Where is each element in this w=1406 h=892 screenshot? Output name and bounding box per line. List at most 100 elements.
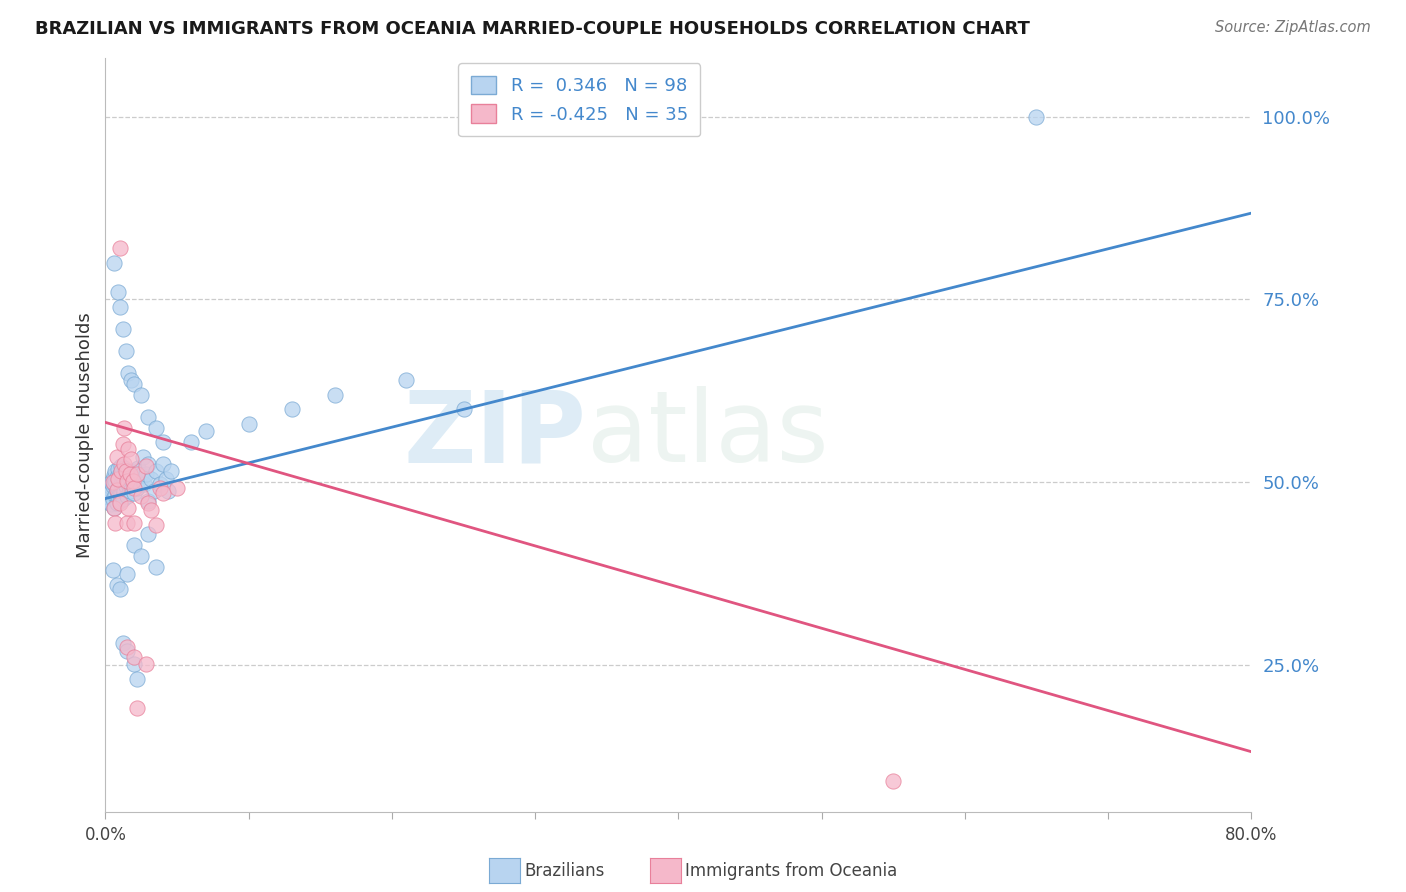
Point xyxy=(145,559,167,574)
Point xyxy=(118,467,141,481)
Text: atlas: atlas xyxy=(586,386,828,483)
Point xyxy=(127,460,149,475)
Point xyxy=(138,496,160,510)
Point xyxy=(105,578,128,592)
Point xyxy=(138,526,160,541)
Point xyxy=(107,490,129,504)
Point xyxy=(155,472,177,486)
Point xyxy=(122,481,145,495)
Point xyxy=(108,300,131,314)
Point xyxy=(107,481,129,495)
Point xyxy=(97,483,120,497)
Point xyxy=(145,465,167,479)
Point xyxy=(107,472,129,486)
Point xyxy=(112,474,135,488)
Y-axis label: Married-couple Households: Married-couple Households xyxy=(76,312,94,558)
Point xyxy=(128,476,150,491)
Point xyxy=(114,343,136,358)
Point xyxy=(107,462,129,476)
Point xyxy=(98,479,121,493)
Point xyxy=(108,484,131,499)
Point xyxy=(180,435,202,450)
Point xyxy=(125,672,148,686)
Point xyxy=(129,549,152,563)
Text: ZIP: ZIP xyxy=(404,386,586,483)
Point xyxy=(323,387,346,401)
Point xyxy=(160,465,183,479)
Point xyxy=(125,467,148,481)
Point xyxy=(108,582,131,596)
Point xyxy=(143,484,166,499)
Point xyxy=(138,409,160,424)
Point xyxy=(157,484,180,499)
Point xyxy=(112,460,135,475)
Point xyxy=(101,472,124,486)
Point xyxy=(110,476,132,491)
Point xyxy=(115,516,138,530)
Point xyxy=(122,649,145,664)
Point xyxy=(101,563,124,577)
Point xyxy=(120,452,142,467)
Point xyxy=(117,465,139,479)
Point xyxy=(115,474,138,488)
Point xyxy=(395,373,418,387)
Point xyxy=(122,538,145,552)
Point xyxy=(100,497,122,511)
Point xyxy=(112,457,135,471)
Point xyxy=(117,501,139,516)
Point xyxy=(125,481,148,495)
Point xyxy=(115,566,138,581)
Point xyxy=(141,472,163,486)
Point xyxy=(105,450,128,464)
Point xyxy=(96,493,118,508)
Point xyxy=(110,486,132,500)
Point xyxy=(111,469,134,483)
Point xyxy=(111,437,134,451)
Point xyxy=(101,491,124,506)
Point xyxy=(138,457,160,471)
Point xyxy=(104,488,127,502)
Point xyxy=(120,373,142,387)
Point xyxy=(118,484,141,499)
Point xyxy=(129,489,152,503)
Point xyxy=(135,459,157,474)
Point xyxy=(103,501,125,516)
Point xyxy=(105,483,128,497)
Point xyxy=(194,424,217,438)
Point xyxy=(103,501,125,516)
Point xyxy=(135,467,157,481)
Legend: R =  0.346   N = 98, R = -0.425   N = 35: R = 0.346 N = 98, R = -0.425 N = 35 xyxy=(458,63,700,136)
Point xyxy=(118,472,141,486)
Point xyxy=(105,496,128,510)
Point xyxy=(145,517,167,532)
Text: BRAZILIAN VS IMMIGRANTS FROM OCEANIA MARRIED-COUPLE HOUSEHOLDS CORRELATION CHART: BRAZILIAN VS IMMIGRANTS FROM OCEANIA MAR… xyxy=(35,20,1031,37)
Point xyxy=(105,484,128,499)
Point xyxy=(117,476,139,491)
Point xyxy=(138,493,160,508)
Point xyxy=(103,468,125,483)
Point xyxy=(122,470,145,484)
Point xyxy=(131,450,153,464)
Point xyxy=(114,479,136,493)
Point xyxy=(121,476,143,491)
Point xyxy=(107,285,129,300)
Point xyxy=(1025,110,1047,124)
Point xyxy=(105,470,128,484)
Point xyxy=(120,467,142,481)
Text: Brazilians: Brazilians xyxy=(524,862,605,880)
Point xyxy=(117,366,139,380)
Point xyxy=(152,486,174,500)
Point xyxy=(121,474,143,488)
Point xyxy=(111,322,134,336)
Point xyxy=(115,489,138,503)
Point xyxy=(882,774,904,789)
Point xyxy=(110,459,132,474)
Point xyxy=(117,442,139,457)
Point xyxy=(108,493,131,508)
Point xyxy=(122,376,145,391)
Point xyxy=(125,701,148,715)
Point xyxy=(112,420,135,434)
Point xyxy=(453,402,475,417)
Point xyxy=(104,516,127,530)
Point xyxy=(104,465,127,479)
